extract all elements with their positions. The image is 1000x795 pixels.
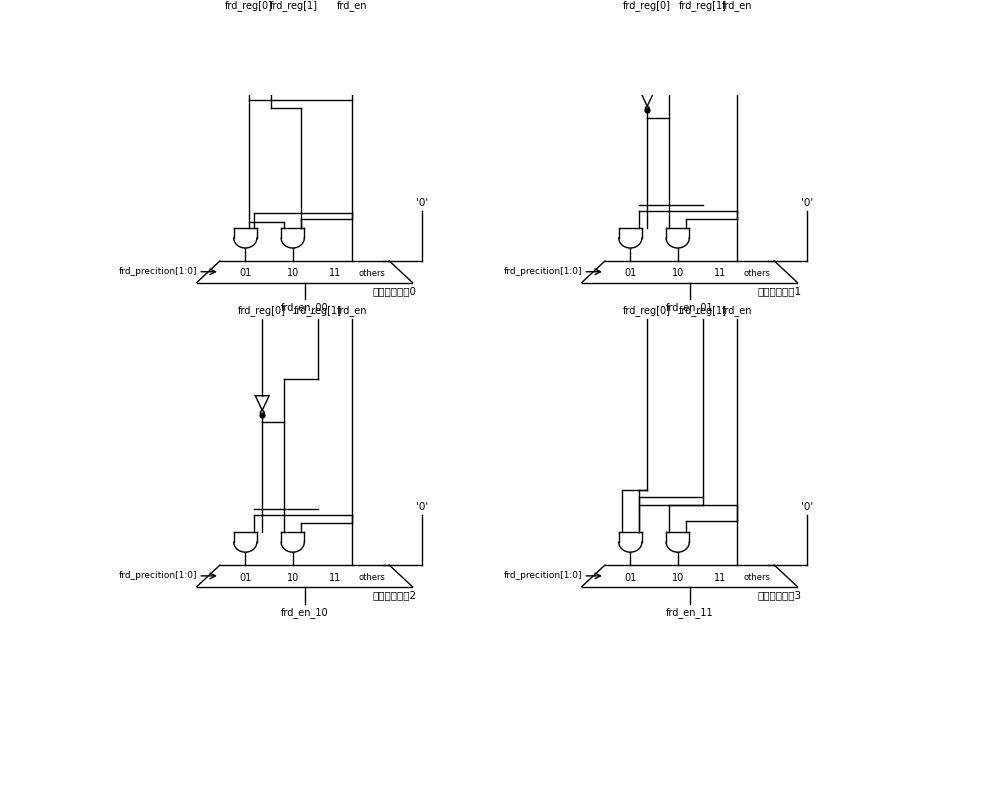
Text: frd_reg[1]: frd_reg[1] [270,1,318,11]
Text: frd_reg[0]: frd_reg[0] [225,1,273,11]
Text: 10: 10 [672,269,684,278]
Text: 01: 01 [239,269,251,278]
Text: frd_reg[0]: frd_reg[0] [238,304,286,316]
Text: 10: 10 [287,269,299,278]
Text: 11: 11 [329,572,341,583]
Text: '0': '0' [801,198,813,207]
Text: frd_reg[0]: frd_reg[0] [623,304,671,316]
Text: others: others [359,269,386,278]
Text: frd_precition[1:0]: frd_precition[1:0] [503,572,582,580]
Text: frd_en: frd_en [337,304,368,316]
Text: frd_en: frd_en [722,1,753,11]
Text: 10: 10 [672,572,684,583]
Text: 01: 01 [239,572,251,583]
Text: 01: 01 [624,269,636,278]
Text: frd_en_00: frd_en_00 [281,303,328,313]
Text: frd_precition[1:0]: frd_precition[1:0] [118,572,197,580]
Text: frd_reg[0]: frd_reg[0] [623,1,671,11]
Text: '0': '0' [416,502,428,512]
Text: frd_precition[1:0]: frd_precition[1:0] [503,267,582,276]
Text: 四选一选择器3: 四选一选择器3 [757,591,801,600]
Text: others: others [744,573,771,582]
Text: 01: 01 [624,572,636,583]
Text: 11: 11 [714,269,726,278]
Text: frd_precition[1:0]: frd_precition[1:0] [118,267,197,276]
Text: frd_reg[1]: frd_reg[1] [294,304,342,316]
Text: 11: 11 [329,269,341,278]
Text: frd_en: frd_en [337,1,368,11]
Text: frd_reg[1]: frd_reg[1] [679,304,727,316]
Text: 11: 11 [714,572,726,583]
Text: 四选一选择器0: 四选一选择器0 [372,286,416,297]
Text: others: others [359,573,386,582]
Text: 四选一选择器2: 四选一选择器2 [372,591,416,600]
Text: frd_en_10: frd_en_10 [281,607,328,618]
Text: frd_reg[1]: frd_reg[1] [679,1,727,11]
Text: 四选一选择器1: 四选一选择器1 [757,286,801,297]
Text: '0': '0' [801,502,813,512]
Text: frd_en: frd_en [722,304,753,316]
Text: others: others [744,269,771,278]
Text: frd_en_11: frd_en_11 [666,607,713,618]
Text: '0': '0' [416,198,428,207]
Text: 10: 10 [287,572,299,583]
Text: frd_en_01: frd_en_01 [666,303,713,313]
